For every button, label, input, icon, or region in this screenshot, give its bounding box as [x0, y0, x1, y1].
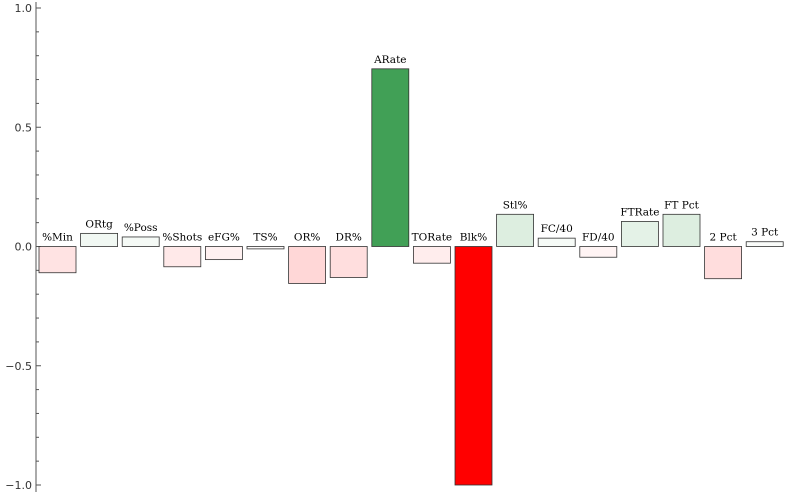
bar-efg- [204, 246, 243, 261]
y-tick-label: −0.5 [5, 360, 32, 373]
category-label: TS% [253, 232, 277, 244]
category-label: FC/40 [541, 223, 573, 235]
bar-ts- [246, 246, 285, 250]
category-label: 3 Pct [751, 227, 779, 239]
bar-3-pct [745, 241, 784, 247]
bar--shots [163, 246, 202, 268]
bar-torate [412, 246, 451, 264]
bar-or- [288, 246, 327, 284]
y-axis: 1.0 0.5 0.0 −0.5 −1.0 [5, 2, 41, 492]
category-label: 2 Pct [710, 232, 738, 244]
bar-fc-40 [537, 237, 576, 247]
category-label: OR% [294, 232, 321, 244]
bar-arate [371, 68, 410, 247]
y-tick-label: 0.0 [15, 241, 33, 254]
bar--min [38, 246, 77, 274]
bar-ftrate [621, 221, 659, 247]
bar-ortg [80, 232, 118, 247]
bar-stl- [496, 213, 535, 247]
bars [38, 68, 784, 486]
category-label: ORtg [85, 218, 113, 230]
category-label: FT Pct [664, 199, 700, 211]
bar-ft-pct [662, 213, 701, 247]
category-label: DR% [336, 232, 362, 244]
bar--poss [121, 236, 160, 247]
category-label: FTRate [620, 206, 659, 218]
bar-blk- [454, 246, 493, 486]
y-tick-label: −1.0 [5, 479, 32, 492]
category-label: FD/40 [582, 232, 615, 244]
bar-dr- [329, 246, 368, 278]
category-label: %Poss [124, 222, 158, 234]
category-label: Stl% [503, 199, 528, 211]
category-label: eFG% [208, 232, 240, 244]
category-label: ARate [373, 54, 406, 66]
y-tick-label: 1.0 [15, 2, 33, 15]
bar-2-pct [704, 246, 742, 280]
category-label: %Shots [162, 232, 202, 244]
category-label: Blk% [460, 232, 487, 244]
category-label: %Min [42, 232, 73, 244]
y-tick-label: 0.5 [15, 121, 33, 134]
category-labels: %Min ORtg %Poss %Shots eFG% TS% OR% DR% ARate TOR… [42, 54, 779, 244]
category-label: TORate [412, 232, 452, 244]
bar-fd-40 [579, 246, 618, 258]
